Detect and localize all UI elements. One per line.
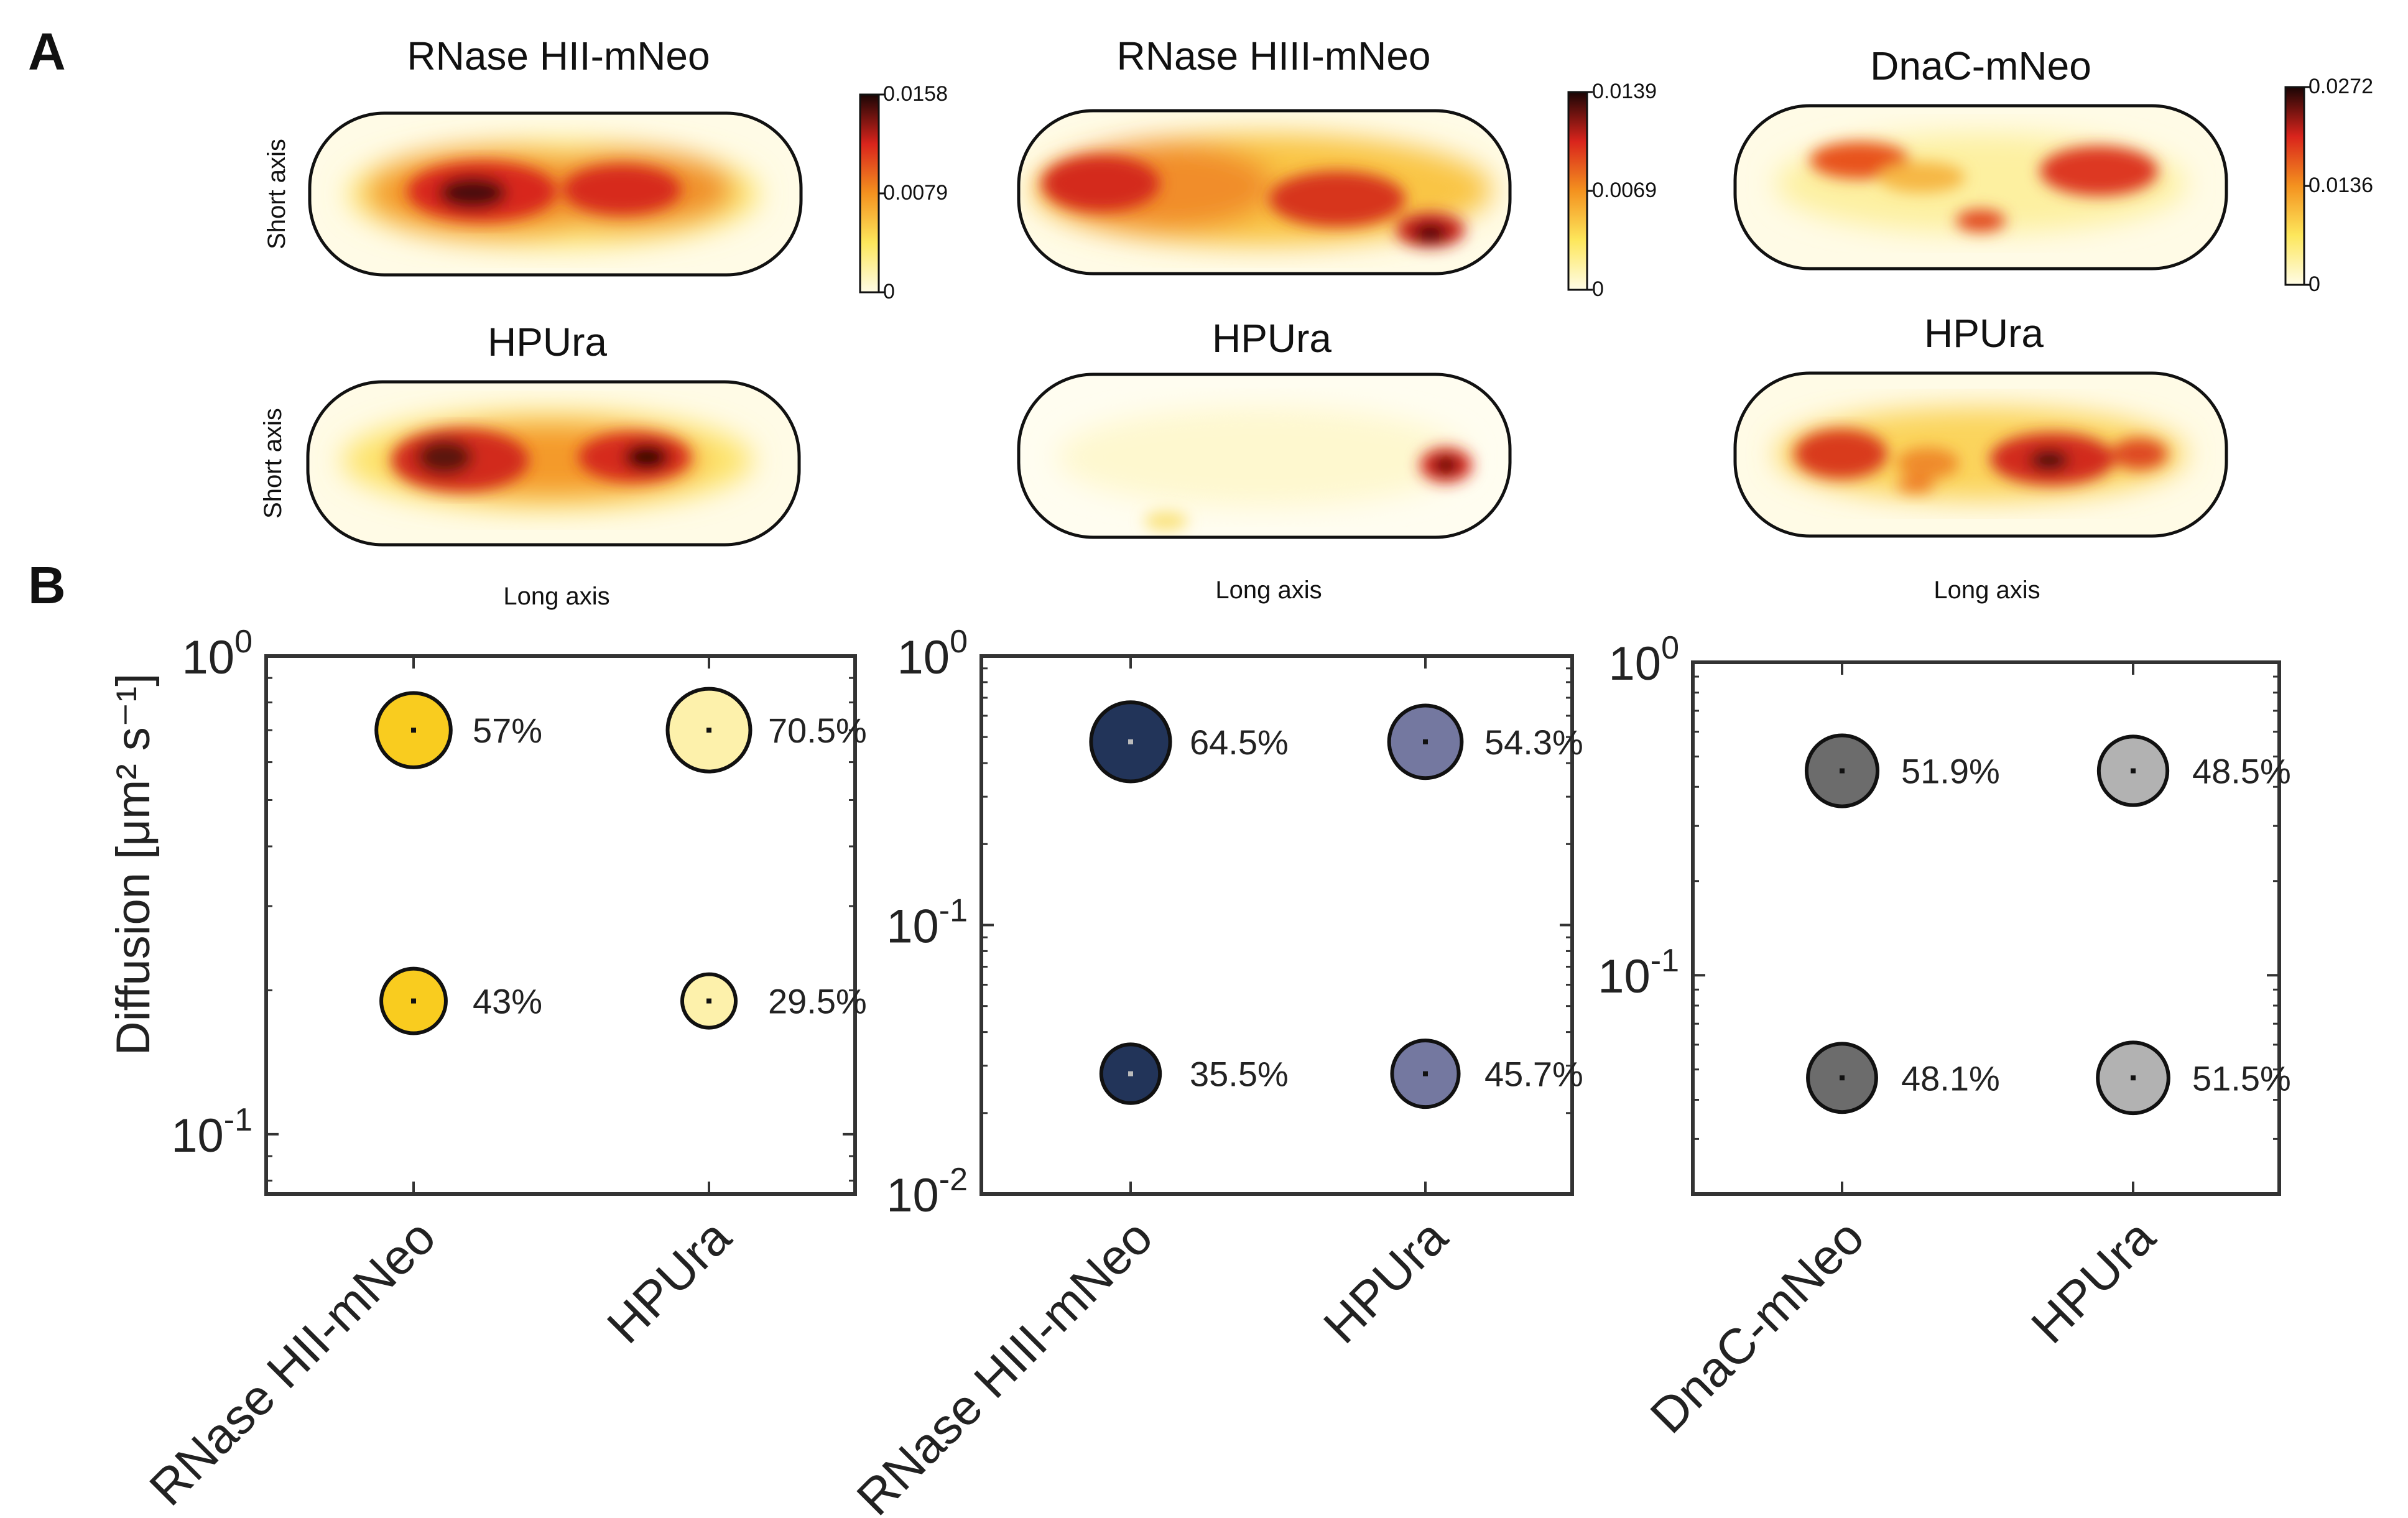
bubble-center-dot [2131, 1075, 2136, 1081]
colorbar-2-max: 0.0139 [1592, 80, 1657, 103]
bubble-center-dot [2131, 768, 2136, 774]
heatmap-rnase-hii [308, 111, 803, 277]
bubble-center-dot [411, 728, 416, 733]
bubble-percent-label: 70.5% [768, 711, 867, 750]
bubble-percent-label: 57% [473, 711, 542, 750]
colorbar-1: 0.0158 0.0079 0 [859, 82, 948, 303]
long-axis-label-2: Long axis [1215, 576, 1322, 604]
heatmap-title-dnac: DnaC-mNeo [1870, 44, 2091, 88]
long-axis-label-1: Long axis [503, 583, 609, 610]
y-tick-label: 10-1 [171, 1102, 252, 1162]
x-tick-label: HPUra [2021, 1209, 2165, 1354]
colorbar-1-mid: 0.0079 [883, 181, 948, 205]
bubble-percent-label: 48.5% [2192, 752, 2291, 791]
heatmap-hpura-rnase-hii [306, 380, 801, 547]
x-tick-label: HPUra [596, 1209, 741, 1354]
bubble-center-dot [1840, 768, 1845, 774]
bubble-center-dot [1840, 1075, 1845, 1081]
heatmap-title-hpura-1: HPUra [488, 320, 607, 364]
panel-label-a: A [28, 22, 66, 81]
colorbar-3-min: 0 [2308, 272, 2320, 296]
heatmap-rnase-hiii [1017, 109, 1512, 275]
y-axis-label: Diffusion [μm² s⁻¹] [107, 673, 160, 1056]
x-tick-label: RNase HII-mNeo [139, 1209, 446, 1516]
colorbar-1-min: 0 [883, 280, 895, 303]
heatmap-title-rnase-hii: RNase HII-mNeo [407, 34, 710, 78]
axes-frame [1691, 660, 2281, 1196]
y-tick-label: 10-1 [886, 893, 968, 953]
bubble-percent-label: 45.7% [1484, 1055, 1583, 1094]
bubble-percent-label: 43% [473, 982, 542, 1021]
colorbar-2-mid: 0.0069 [1592, 178, 1657, 202]
long-axis-label-3: Long axis [1933, 576, 2040, 604]
short-axis-label-row1: Short axis [263, 139, 290, 249]
bubble-chart-rnase-hii: 100 10-1 RNase HII-mNeo HPUra 57% 43% 70.5% 29.… [139, 624, 866, 1516]
y-tick-label: 100 [182, 624, 252, 684]
heatmap-dnac [1733, 104, 2228, 271]
short-axis-label-row2: Short axis [259, 408, 287, 519]
panel-label-b: B [28, 556, 66, 614]
y-tick-label: 10-1 [1598, 943, 1679, 1003]
heatmap-hpura-dnac [1733, 371, 2228, 538]
colorbar-3-mid: 0.0136 [2308, 174, 2373, 197]
bubble-percent-label: 29.5% [768, 982, 867, 1021]
heatmap-title-hpura-2: HPUra [1212, 316, 1331, 361]
bubble-center-dot [1128, 1071, 1133, 1076]
bubble-center-dot [706, 998, 711, 1004]
bubble-percent-label: 48.1% [1901, 1058, 2000, 1098]
axes-frame [264, 654, 857, 1196]
bubble-percent-label: 51.5% [2192, 1058, 2291, 1098]
bubble-center-dot [1423, 739, 1428, 744]
x-tick-label: RNase HIII-mNeo [846, 1209, 1163, 1518]
y-tick-label: 100 [1609, 630, 1679, 690]
bubble-percent-label: 51.9% [1901, 752, 2000, 791]
x-tick-label: DnaC-mNeo [1640, 1209, 1874, 1443]
heatmap-title-hpura-3: HPUra [1924, 311, 2044, 356]
heatmap-title-rnase-hiii: RNase HIII-mNeo [1117, 34, 1431, 78]
bubble-center-dot [1423, 1071, 1428, 1076]
colorbar-3: 0.0272 0.0136 0 [2284, 75, 2373, 296]
bubble-chart-dnac: 100 10-1 DnaC-mNeo HPUra 51.9% 48.1% 48.5% 51.5… [1598, 630, 2291, 1443]
bubble-center-dot [411, 998, 416, 1004]
x-tick-label: HPUra [1313, 1209, 1458, 1354]
colorbar-1-max: 0.0158 [883, 82, 948, 106]
bubble-percent-label: 64.5% [1190, 723, 1289, 762]
bubble-percent-label: 35.5% [1190, 1055, 1289, 1094]
bubble-percent-label: 54.3% [1484, 723, 1583, 762]
y-tick-label: 10-2 [886, 1162, 968, 1222]
y-tick-label: 100 [897, 624, 968, 684]
colorbar-2-min: 0 [1592, 277, 1604, 301]
heatmap-hpura-rnase-hiii [1017, 373, 1512, 539]
colorbar-3-max: 0.0272 [2308, 75, 2373, 98]
bubble-center-dot [706, 728, 711, 733]
bubble-center-dot [1128, 739, 1133, 744]
colorbar-2: 0.0139 0.0069 0 [1567, 80, 1657, 301]
